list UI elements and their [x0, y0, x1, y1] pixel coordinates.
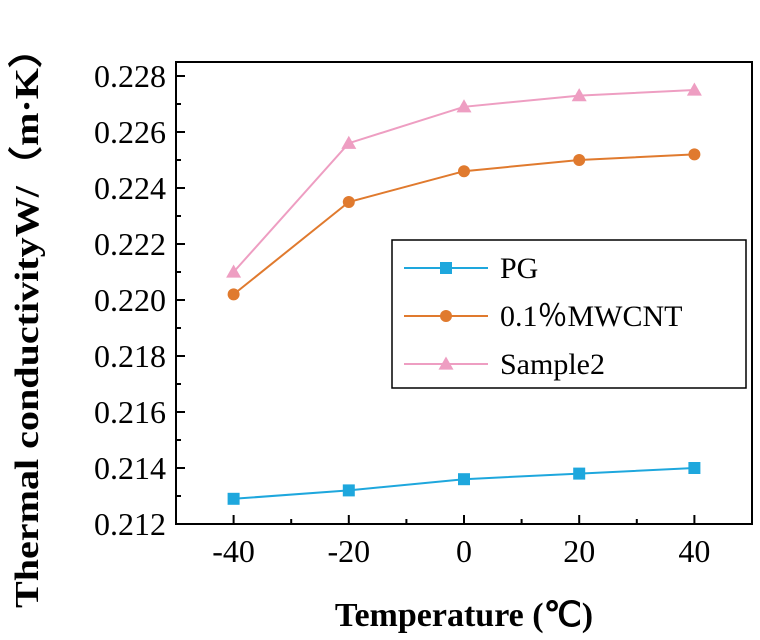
- legend-label: Sample2: [500, 348, 605, 381]
- data-point: [573, 467, 586, 480]
- data-point: [688, 462, 701, 474]
- series-2: [226, 82, 702, 278]
- data-point: [688, 148, 701, 161]
- data-point: [573, 154, 586, 166]
- x-tick-label: 40: [678, 533, 710, 569]
- data-point: [571, 88, 587, 102]
- x-axis: -40 -20 0 20 40: [175, 515, 753, 569]
- y-tick-label: 0.216: [94, 394, 166, 430]
- x-tick-label: -40: [212, 533, 255, 569]
- x-axis-title: Temperature (℃): [335, 597, 593, 634]
- data-point: [342, 196, 355, 208]
- x-tick-label: 0: [456, 533, 472, 569]
- data-point: [456, 99, 472, 113]
- x-tick-label: -20: [327, 533, 370, 569]
- y-tick-label: 0.214: [94, 450, 166, 486]
- y-tick-label: 0.228: [94, 58, 166, 94]
- legend-marker: [440, 262, 452, 274]
- y-tick-label: 0.222: [94, 226, 166, 262]
- data-point: [226, 264, 242, 278]
- series-1: [227, 148, 701, 301]
- data-point: [458, 165, 470, 178]
- data-point: [227, 288, 240, 301]
- data-point: [341, 135, 357, 149]
- y-tick-label: 0.226: [94, 114, 166, 150]
- y-tick-label: 0.218: [94, 338, 166, 374]
- data-point: [342, 484, 355, 497]
- legend-marker: [438, 356, 454, 370]
- data-point: [227, 492, 240, 505]
- x-tick-label: 20: [563, 533, 595, 569]
- y-tick-label: 0.220: [94, 282, 166, 318]
- series-layer: [226, 82, 702, 505]
- y-tick-label: 0.224: [94, 170, 166, 206]
- data-point: [686, 82, 702, 96]
- data-point: [458, 473, 470, 486]
- legend: PG 0.1％MWCNT Sample2: [391, 239, 747, 389]
- y-axis-title: Thermal conductivityW/（m·K）: [7, 28, 46, 608]
- legend-marker: [440, 310, 452, 322]
- y-tick-label: 0.212: [94, 506, 166, 542]
- y-axis: 0.212 0.214 0.216 0.218 0.220 0.222 0.224 0.226…: [94, 58, 185, 542]
- legend-label: 0.1％MWCNT: [500, 300, 683, 333]
- legend-label: PG: [500, 252, 538, 285]
- series-0: [227, 462, 701, 505]
